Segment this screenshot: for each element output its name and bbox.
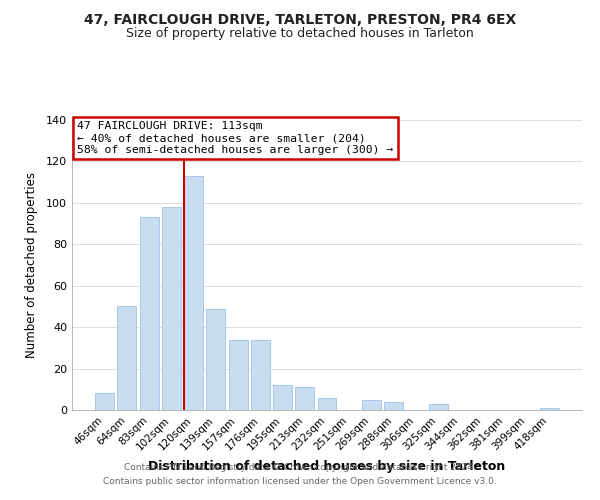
Bar — [184, 176, 203, 410]
Bar — [140, 218, 158, 410]
Bar — [251, 340, 270, 410]
Y-axis label: Number of detached properties: Number of detached properties — [25, 172, 38, 358]
Bar — [295, 387, 314, 410]
Text: 47, FAIRCLOUGH DRIVE, TARLETON, PRESTON, PR4 6EX: 47, FAIRCLOUGH DRIVE, TARLETON, PRESTON,… — [84, 12, 516, 26]
Bar — [229, 340, 248, 410]
Bar — [162, 207, 181, 410]
Bar — [273, 385, 292, 410]
X-axis label: Distribution of detached houses by size in Tarleton: Distribution of detached houses by size … — [148, 460, 506, 473]
Text: Contains HM Land Registry data © Crown copyright and database right 2024.: Contains HM Land Registry data © Crown c… — [124, 464, 476, 472]
Bar — [384, 402, 403, 410]
Text: Size of property relative to detached houses in Tarleton: Size of property relative to detached ho… — [126, 28, 474, 40]
Bar — [317, 398, 337, 410]
Bar — [362, 400, 381, 410]
Bar — [540, 408, 559, 410]
Bar — [429, 404, 448, 410]
Text: 47 FAIRCLOUGH DRIVE: 113sqm
← 40% of detached houses are smaller (204)
58% of se: 47 FAIRCLOUGH DRIVE: 113sqm ← 40% of det… — [77, 122, 394, 154]
Bar — [206, 308, 225, 410]
Bar — [95, 394, 114, 410]
Text: Contains public sector information licensed under the Open Government Licence v3: Contains public sector information licen… — [103, 477, 497, 486]
Bar — [118, 306, 136, 410]
